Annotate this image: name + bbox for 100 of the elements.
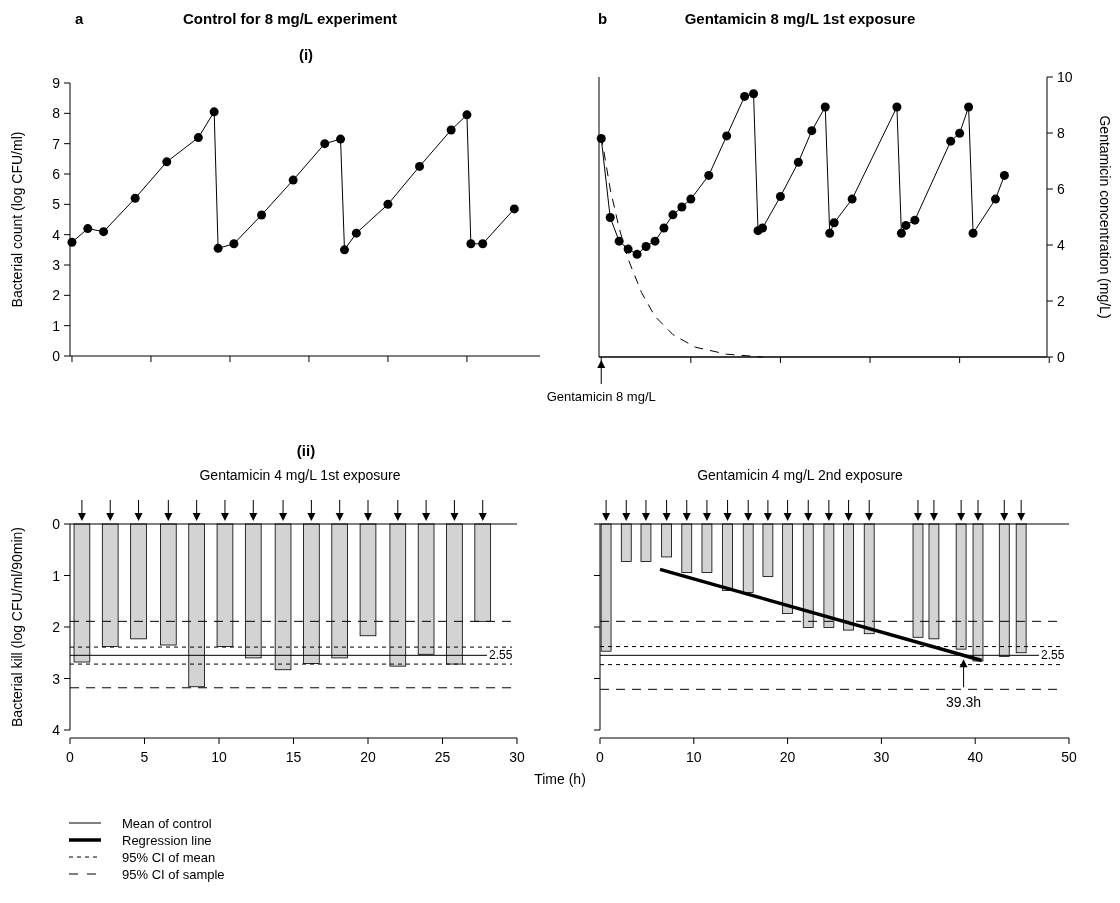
- point: [336, 134, 346, 144]
- point: [964, 102, 974, 112]
- point: [722, 131, 732, 141]
- y-tick-label: 4: [1057, 237, 1065, 253]
- y-tick-label: 6: [52, 166, 61, 182]
- y-axis-title: Bacterial count (log CFU/ml): [9, 131, 25, 308]
- point: [704, 170, 714, 180]
- point: [99, 227, 109, 237]
- point: [896, 228, 906, 238]
- y-tick-label: 6: [1057, 181, 1065, 197]
- text: Gentamicin 8 mg/L: [546, 389, 656, 404]
- x-tick-label: 30: [509, 749, 525, 765]
- point: [446, 125, 456, 135]
- y-tick-label: 0: [52, 348, 61, 364]
- y-tick-label: 4: [52, 722, 61, 738]
- legend-label: Regression line: [122, 833, 212, 848]
- point: [999, 170, 1009, 180]
- point: [955, 128, 965, 138]
- annotation: 39.3h: [946, 694, 982, 711]
- point: [478, 239, 488, 249]
- point: [415, 161, 425, 171]
- point: [605, 213, 615, 222]
- ref-line-label: 2.55: [1041, 648, 1065, 663]
- point: [632, 249, 642, 259]
- y-tick-label: 2: [52, 619, 61, 635]
- point: [910, 215, 920, 225]
- y-tick-label: 10: [1057, 69, 1073, 85]
- point: [677, 202, 687, 212]
- y-tick-label: 0: [52, 516, 61, 532]
- point: [847, 194, 857, 204]
- chart-title: Gentamicin 8 mg/L 1st exposure: [684, 10, 916, 27]
- text: 95% CI of sample: [122, 867, 225, 882]
- point: [130, 193, 140, 203]
- x-tick-label: 5: [140, 749, 149, 765]
- text: (ii): [296, 442, 316, 459]
- ref-line-label: 2.55: [489, 648, 513, 663]
- point: [320, 139, 330, 149]
- x-tick-label: 20: [779, 749, 796, 765]
- x-tick-label: 10: [211, 749, 227, 765]
- point: [686, 194, 696, 204]
- point: [968, 228, 978, 238]
- x-tick-label: 40: [967, 749, 984, 765]
- x-tick-label: 30: [873, 749, 890, 765]
- point: [901, 220, 911, 230]
- y-tick-label: 8: [1057, 125, 1065, 141]
- chart-title: Gentamicin 4 mg/L 1st exposure: [199, 467, 401, 483]
- point: [162, 157, 172, 167]
- text: 95% CI of mean: [122, 850, 216, 865]
- y-tick-label: 9: [52, 75, 61, 91]
- point: [668, 210, 678, 220]
- point: [749, 89, 759, 99]
- y-tick-label: 2: [52, 287, 61, 304]
- point: [383, 199, 393, 209]
- point: [740, 91, 750, 101]
- text: a: [75, 10, 84, 27]
- point: [793, 157, 803, 167]
- point: [351, 228, 361, 238]
- point: [659, 223, 669, 233]
- x-tick-label: 25: [434, 749, 451, 765]
- chart-title: Gentamicin 4 mg/L 2nd exposure: [697, 467, 904, 483]
- y-tick-label: 8: [52, 105, 61, 122]
- point: [758, 223, 768, 233]
- point: [807, 126, 817, 136]
- text: Mean of control: [122, 816, 212, 831]
- point: [193, 133, 203, 143]
- x-tick-label: 15: [285, 749, 302, 765]
- point: [288, 175, 298, 185]
- x-tick-label: 50: [1061, 749, 1077, 765]
- y-tick-label: 1: [52, 317, 61, 334]
- x-tick-label: 0: [596, 749, 605, 765]
- chart-title: Control for 8 mg/L experiment: [183, 10, 397, 27]
- point: [650, 236, 660, 246]
- y-tick-label: 4: [52, 226, 61, 243]
- point: [775, 191, 785, 201]
- point: [946, 136, 956, 146]
- x-tick-label: 10: [686, 749, 702, 765]
- y-axis-title: Bacterial kill (log CFU/ml/90min): [9, 527, 25, 727]
- text: (i): [298, 46, 314, 63]
- x-tick-label: 0: [66, 749, 75, 765]
- y-tick-label: 5: [52, 196, 61, 213]
- point: [825, 228, 835, 238]
- point: [257, 210, 267, 220]
- point: [213, 243, 223, 253]
- point: [340, 245, 349, 255]
- y-tick-label: 3: [52, 670, 61, 687]
- y-tick-label: 3: [52, 257, 61, 273]
- point: [466, 239, 476, 249]
- point: [820, 102, 830, 112]
- text: b: [598, 10, 608, 27]
- point: [229, 239, 239, 249]
- point: [614, 236, 624, 246]
- point: [641, 241, 651, 251]
- point: [829, 218, 839, 228]
- point: [509, 204, 519, 214]
- y-tick-label: 1: [52, 567, 61, 584]
- x-tick-label: 20: [360, 749, 376, 765]
- point: [209, 107, 219, 117]
- y-tick-label: 2: [1057, 293, 1065, 309]
- y-tick-label: 0: [1057, 349, 1065, 365]
- point: [990, 194, 1000, 204]
